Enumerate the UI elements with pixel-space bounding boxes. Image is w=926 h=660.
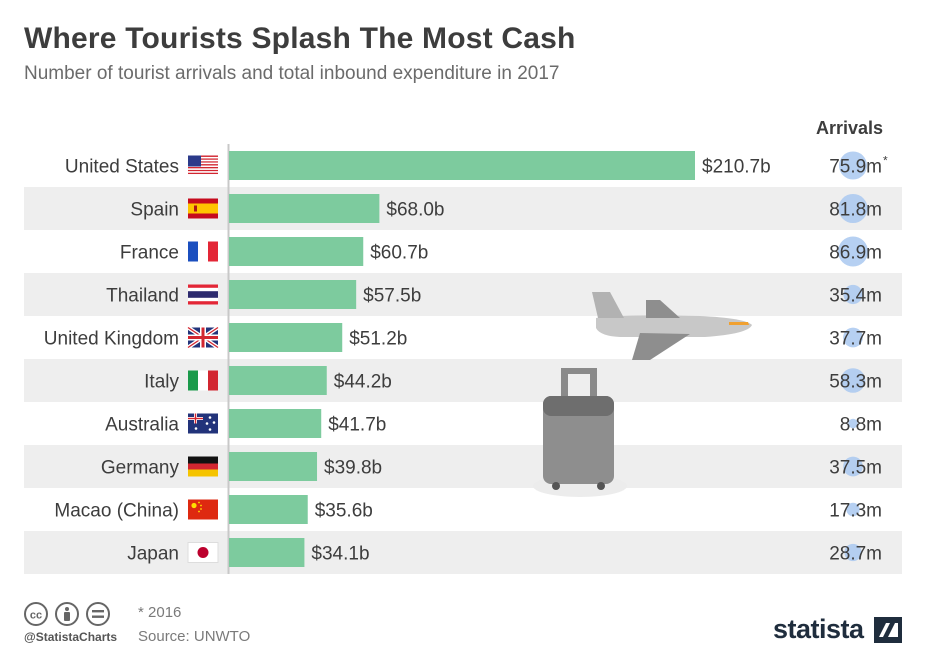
data-label: $210.7b (702, 157, 771, 178)
nd-icon (86, 602, 110, 626)
bar (229, 366, 327, 395)
data-label: $51.2b (349, 329, 407, 350)
row-background (24, 531, 902, 574)
svg-text:cc: cc (30, 610, 42, 622)
arrivals-bubble (838, 193, 868, 224)
category-label: France (120, 243, 179, 264)
flag-icon-gb (186, 325, 220, 350)
flag-icon-au (188, 413, 218, 434)
data-label: $68.0b (386, 200, 444, 221)
data-label: $39.8b (324, 458, 382, 479)
arrivals-label: 58.3m (829, 372, 882, 393)
source-note: Source: UNWTO (138, 628, 251, 645)
arrivals-bubble (840, 368, 866, 393)
bar (229, 452, 318, 481)
flag-icon-es (188, 198, 218, 219)
row-background (24, 445, 902, 488)
arrivals-label: 75.9m (829, 157, 882, 178)
chart-title: Where Tourists Splash The Most Cash (24, 22, 576, 55)
plane-icon (592, 292, 752, 360)
arrivals-bubble (843, 327, 863, 348)
arrivals-label: 28.7m (829, 544, 882, 565)
category-label: Spain (130, 200, 179, 221)
arrivals-label: 86.9m (829, 243, 882, 264)
data-label: $57.5b (363, 286, 421, 307)
bar-chart: United States $210.7b 75.9m * Spain $68.0b 81.… (24, 144, 902, 574)
arrivals-bubble (843, 456, 863, 477)
bar (229, 237, 364, 266)
flag-icon-it (188, 370, 218, 391)
arrivals-label: 37.5m (829, 458, 882, 479)
category-label: Japan (127, 544, 179, 565)
data-label: $35.6b (315, 501, 373, 522)
bar (229, 194, 380, 223)
arrivals-label: 17.3m (829, 501, 882, 522)
twitter-handle: @StatistaCharts (24, 630, 118, 644)
suitcase-icon (533, 368, 627, 497)
arrivals-bubble (838, 151, 868, 180)
data-label: $41.7b (328, 415, 386, 436)
data-label: $44.2b (334, 372, 392, 393)
arrivals-label: 8.8m (840, 415, 882, 436)
flag-icon-us (188, 155, 218, 176)
row-background (24, 273, 902, 316)
statista-logo-icon (874, 617, 902, 643)
bar (229, 151, 695, 180)
arrivals-bubble (846, 502, 860, 517)
arrivals-label: 81.8m (829, 200, 882, 221)
statista-brand[interactable]: statista (773, 614, 864, 644)
row-background (24, 187, 902, 230)
arrivals-label: 35.4m (829, 286, 882, 307)
category-label: Italy (144, 372, 179, 393)
category-label: United Kingdom (44, 329, 179, 350)
flag-icon-de (188, 456, 218, 477)
category-label: United States (65, 157, 179, 178)
arrivals-label: 37.7m (829, 329, 882, 350)
data-label: $34.1b (311, 544, 369, 565)
category-label: Australia (105, 415, 179, 436)
category-label: Macao (China) (54, 501, 179, 522)
arrivals-bubble (838, 236, 868, 267)
category-label: Germany (101, 458, 180, 479)
bar (229, 495, 308, 524)
bar (229, 409, 322, 438)
flag-icon-cn (188, 499, 218, 520)
chart-subtitle: Number of tourist arrivals and total inb… (24, 63, 560, 84)
flag-icon-fr (188, 241, 218, 262)
flag-icon-jp (187, 542, 219, 563)
by-icon (55, 602, 79, 626)
footnote: * 2016 (138, 604, 182, 621)
arrivals-bubble (848, 418, 858, 429)
data-label: $60.7b (370, 243, 428, 264)
flag-icon-th (188, 284, 218, 305)
bar (229, 538, 305, 567)
arrivals-bubble (843, 284, 863, 305)
row-background (24, 359, 902, 402)
bar (229, 280, 357, 309)
bar (229, 323, 343, 352)
footnote-marker: * (883, 154, 888, 168)
arrivals-column-header: Arrivals (816, 118, 884, 138)
license-icons: cc (24, 601, 116, 632)
cc-icon: cc (24, 602, 48, 626)
category-label: Thailand (106, 286, 179, 307)
arrivals-bubble (844, 543, 862, 562)
